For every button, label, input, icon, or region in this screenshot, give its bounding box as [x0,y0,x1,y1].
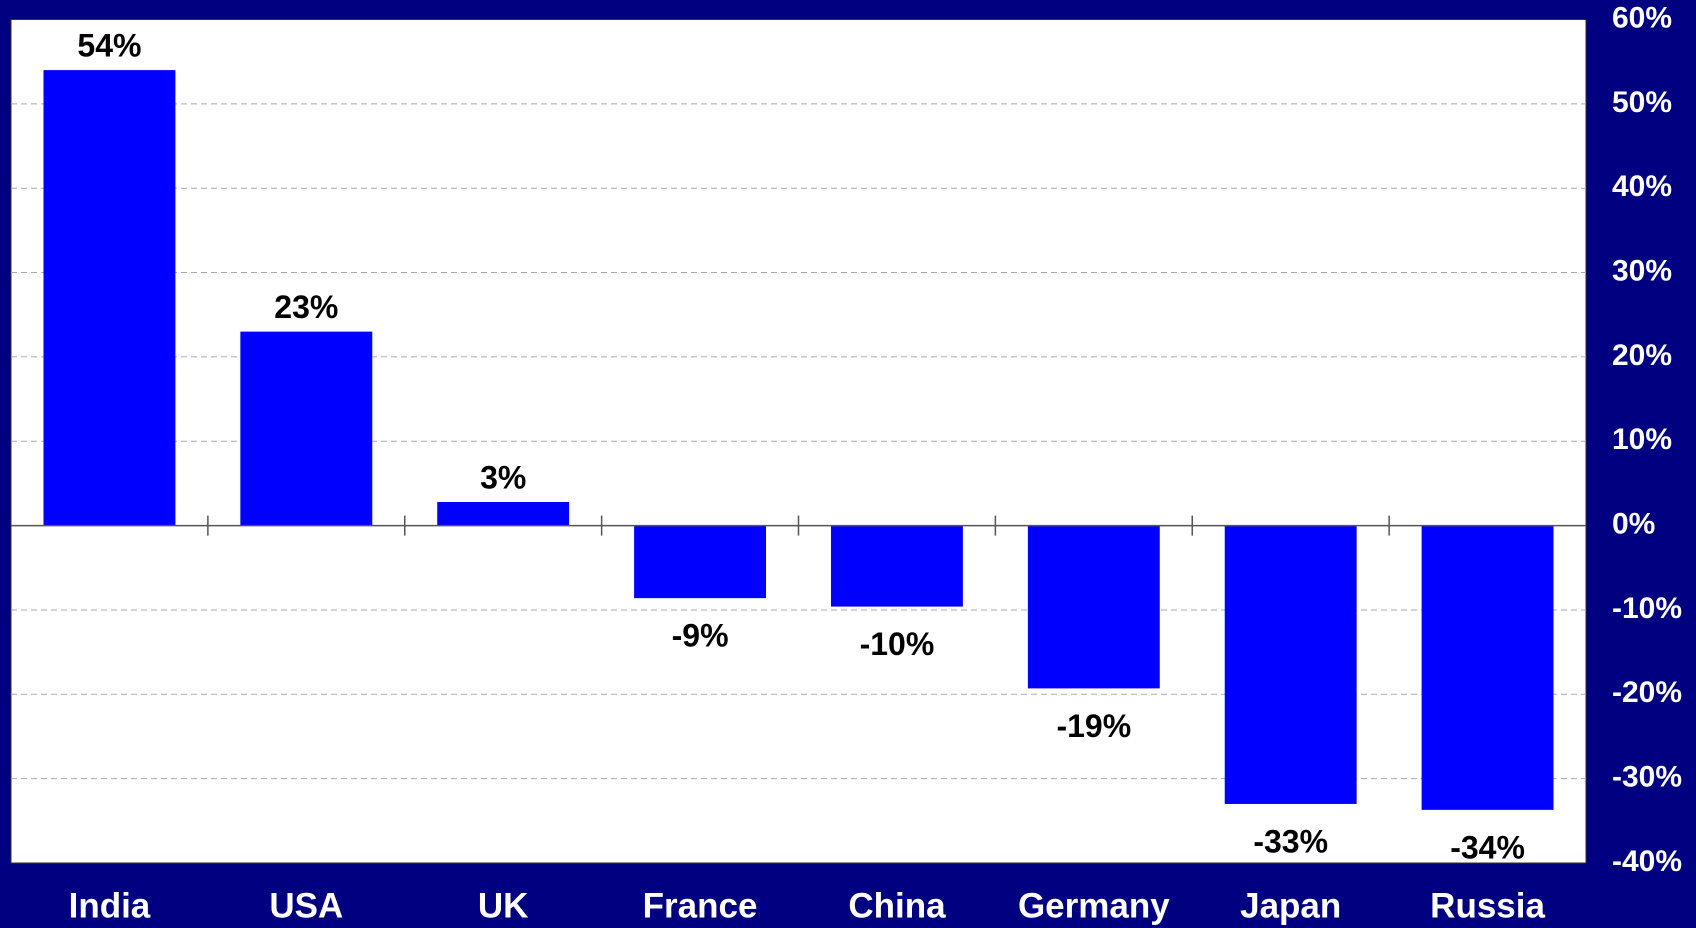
bar [437,501,570,526]
x-tick-label: France [643,886,758,925]
value-label: 23% [274,289,338,325]
value-label: 54% [77,28,141,64]
x-tick-label: Germany [1018,886,1170,925]
x-tick-label: USA [269,886,343,925]
y-tick-label: 10% [1612,423,1672,456]
x-tick-label: India [69,886,151,925]
value-label: -34% [1450,829,1525,865]
bar [1224,525,1357,804]
value-label: -33% [1253,823,1328,859]
y-tick-label: 60% [1612,1,1672,34]
bar [43,70,176,526]
y-tick-label: 20% [1612,339,1672,372]
x-tick-label: China [848,886,946,925]
y-tick-label: -20% [1612,676,1682,709]
y-tick-label: 50% [1612,86,1672,119]
bar [1027,525,1160,689]
y-tick-label: -10% [1612,592,1682,625]
y-tick-label: 0% [1612,508,1655,541]
bar [830,525,963,607]
value-label: -10% [860,626,935,662]
x-tick-label: Japan [1240,886,1341,925]
value-label: -19% [1056,708,1131,744]
bar [1421,525,1554,810]
value-label: 3% [480,459,526,495]
y-tick-label: 40% [1612,170,1672,203]
x-tick-label: Russia [1430,886,1545,925]
y-tick-label: -30% [1612,761,1682,794]
y-tick-label: -40% [1612,845,1682,878]
value-label: -9% [672,618,729,654]
y-tick-label: 30% [1612,254,1672,287]
x-tick-label: UK [478,886,529,925]
bar [634,525,767,599]
bar [240,331,373,526]
